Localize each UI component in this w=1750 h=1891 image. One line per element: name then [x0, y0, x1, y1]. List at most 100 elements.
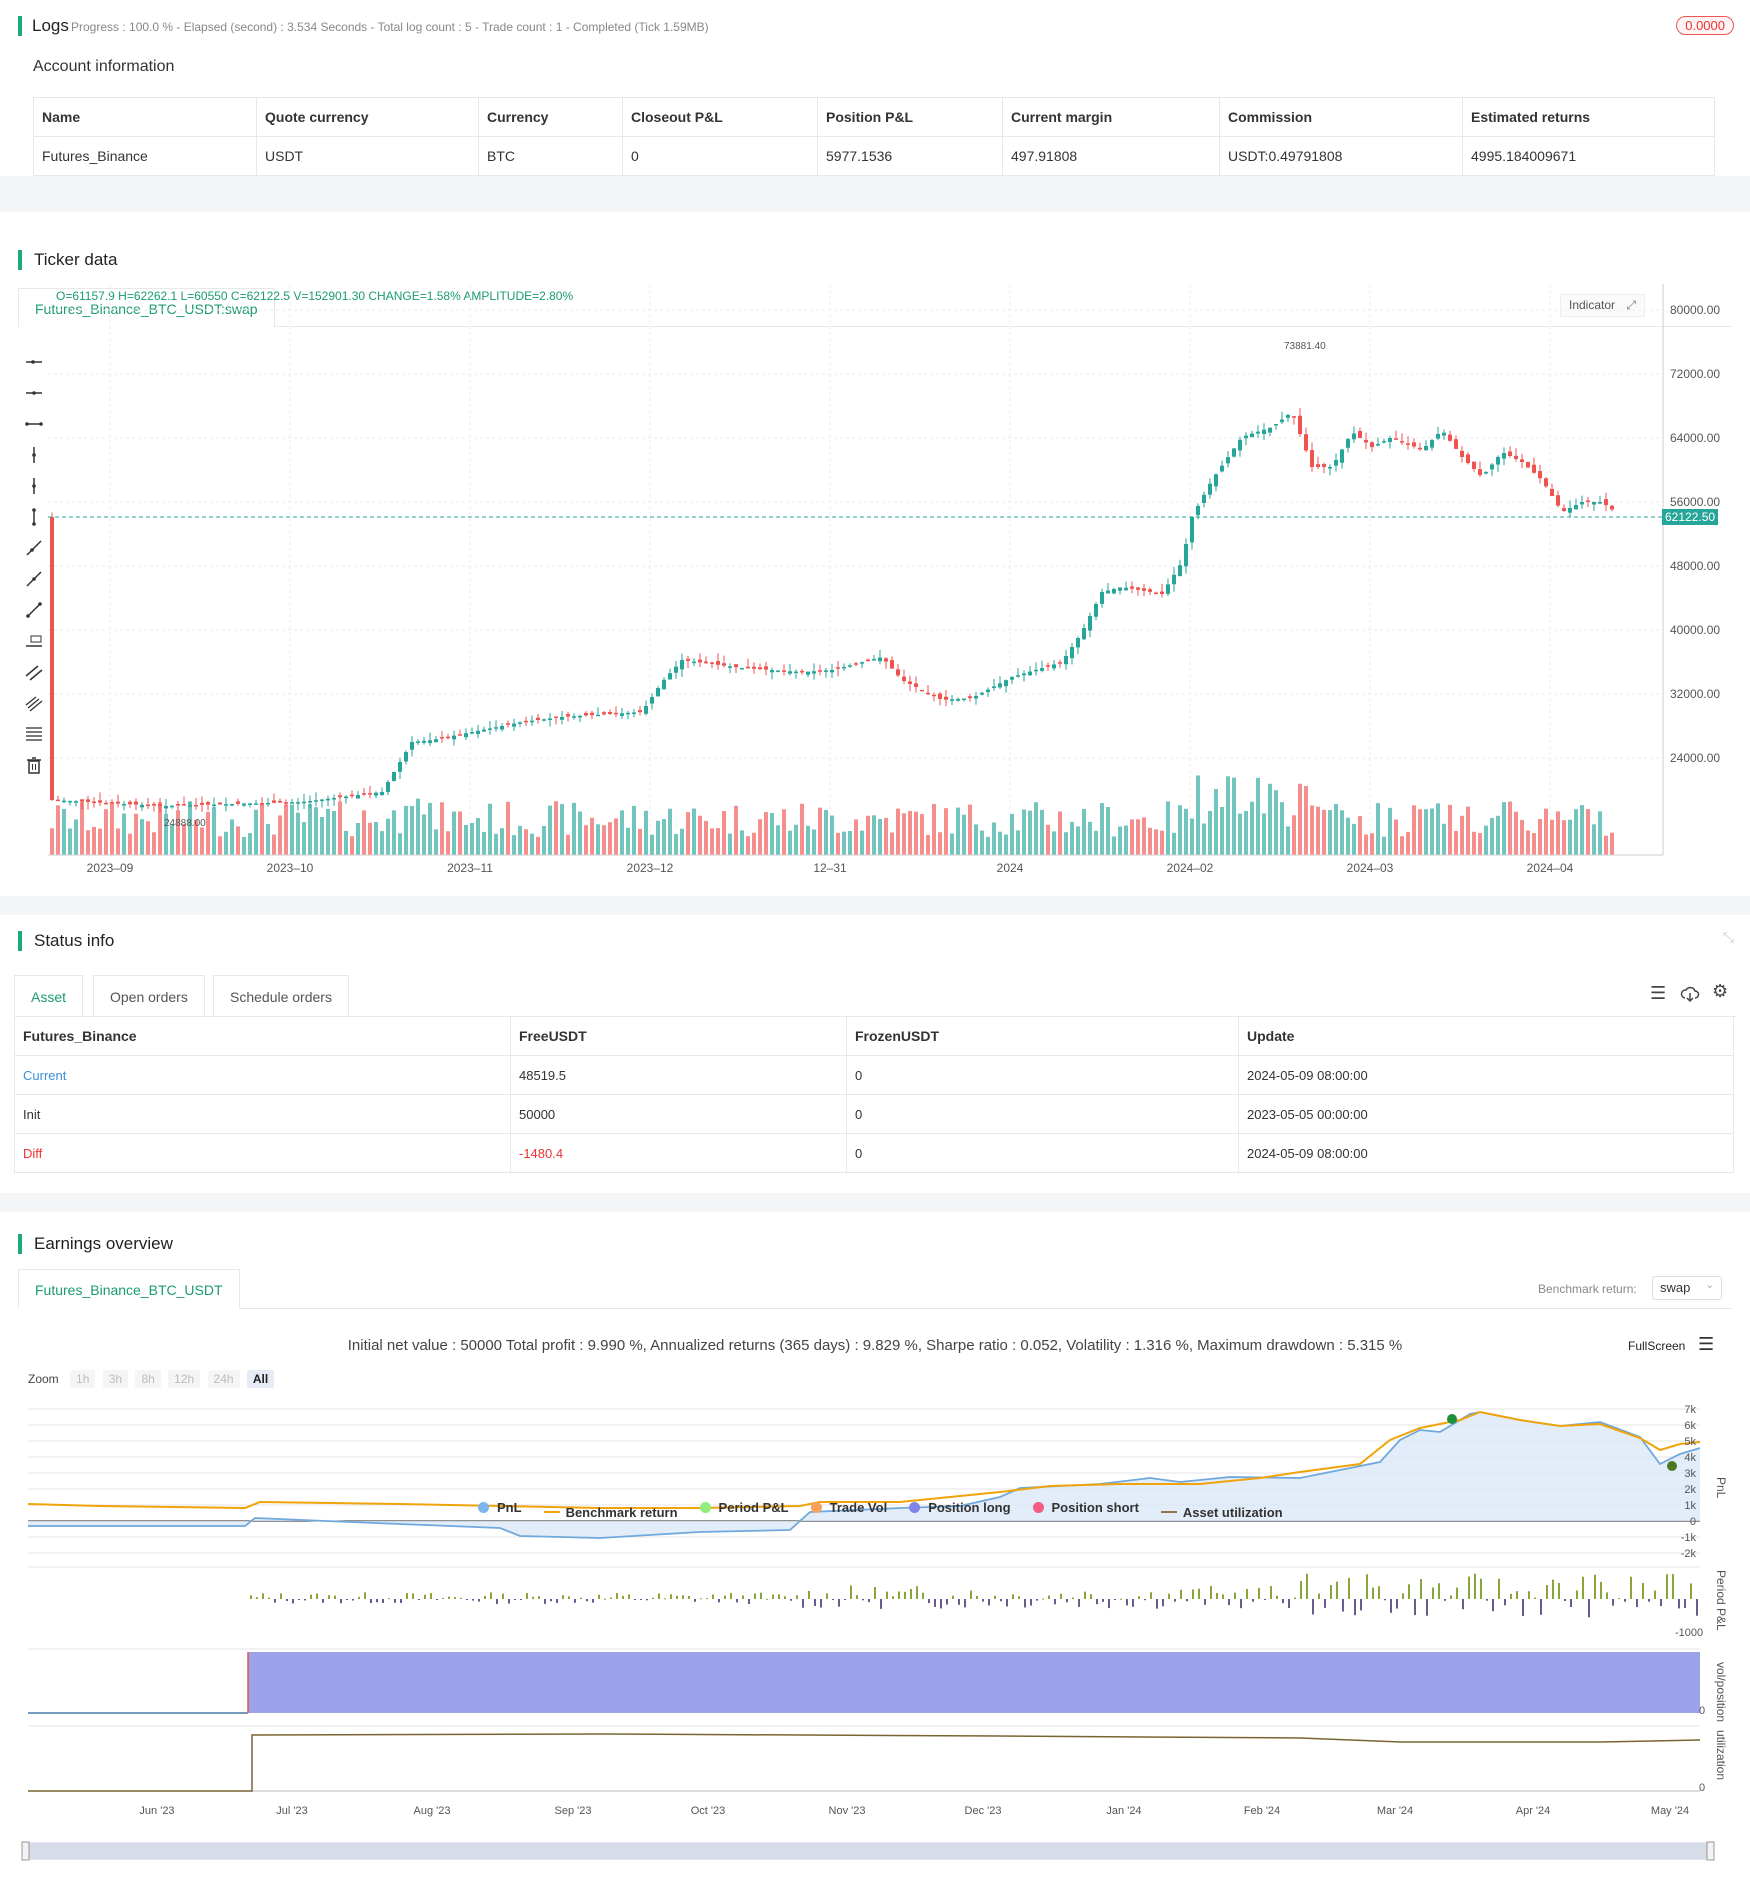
price-label-icon[interactable] [24, 631, 44, 651]
fibonacci-retracement-icon[interactable] [24, 724, 44, 744]
volume-bar [1436, 803, 1440, 855]
volume-bar [554, 801, 558, 855]
zoom-3h-button[interactable]: 3h [102, 1370, 129, 1388]
candle-body [1148, 589, 1152, 592]
account-cell: 5977.1536 [817, 136, 1003, 176]
candle-body [1250, 433, 1254, 438]
trend-line-icon[interactable] [24, 569, 44, 589]
volume-bar [266, 824, 270, 855]
period-pnl-bar [1180, 1589, 1182, 1599]
asset-cell: 50000 [510, 1094, 847, 1134]
candle-body [752, 666, 756, 669]
volume-bar [884, 817, 888, 855]
fibonacci-lines-icon[interactable] [24, 693, 44, 713]
horizontal-line-icon[interactable] [24, 383, 44, 403]
tab-schedule-orders[interactable]: Schedule orders [213, 975, 349, 1017]
zoom-24h-button[interactable]: 24h [207, 1370, 240, 1388]
volume-bar [1202, 823, 1206, 855]
benchmark-select[interactable]: swap ⌄ [1652, 1276, 1722, 1300]
tab-open-orders[interactable]: Open orders [93, 975, 205, 1017]
volume-bar [542, 826, 546, 855]
vertical-segment-icon[interactable] [24, 507, 44, 527]
trend-segment-icon[interactable] [24, 600, 44, 620]
candle-body [878, 657, 882, 662]
period-pnl-bar [892, 1596, 894, 1599]
period-pnl-bar [814, 1599, 816, 1607]
tab-earnings-symbol[interactable]: Futures_Binance_BTC_USDT [18, 1269, 240, 1309]
fullscreen-button[interactable]: FullScreen [1628, 1339, 1686, 1353]
candle-body [1202, 494, 1206, 503]
navigator-window[interactable] [28, 1843, 1708, 1859]
min-marker [1667, 1461, 1677, 1471]
candle-body [1472, 461, 1476, 469]
period-pnl-bar [1216, 1592, 1218, 1599]
earnings-chart[interactable]: 7k 6k 5k 4k 3k 2k 1k 0 -1k -2k Jun '23 Jul '23 Aug '… [0, 1212, 1750, 1891]
candle-body [1388, 438, 1392, 443]
legend-item[interactable]: Position long [909, 1500, 1011, 1515]
period-pnl-bar [1582, 1576, 1584, 1599]
volume-bar [590, 817, 594, 855]
period-pnl-bar [1372, 1587, 1374, 1599]
list-view-icon[interactable]: ☰ [1650, 983, 1667, 1003]
x-tick-label: Jun '23 [139, 1805, 174, 1817]
candlestick-chart[interactable]: 80000.00 72000.00 64000.00 56000.00 48000.00… [0, 212, 1750, 896]
period-pnl-bar [904, 1591, 906, 1599]
volume-bar [152, 832, 156, 855]
tab-ticker-symbol[interactable]: Futures_Binance_BTC_USDT:swap [18, 288, 275, 327]
asset-table: Futures_Binance FreeUSDT FrozenUSDT Upda… [14, 1016, 1734, 1173]
volume-bar [224, 831, 228, 855]
period-pnl-bar [832, 1599, 834, 1600]
legend-item[interactable]: PnL [478, 1500, 522, 1515]
x-tick-label: Mar '24 [1377, 1805, 1413, 1817]
trash-icon[interactable] [24, 755, 44, 775]
volume-bar [644, 810, 648, 855]
collapse-icon[interactable]: ⤡ [1722, 929, 1734, 945]
volume-bar [986, 836, 990, 855]
candle-body [1142, 588, 1146, 591]
candle-body [1562, 508, 1566, 511]
zoom-1h-button[interactable]: 1h [70, 1370, 96, 1388]
indicator-button[interactable]: Indicator ⤢ [1560, 294, 1645, 317]
trend-ray-icon[interactable] [24, 538, 44, 558]
period-pnl-bar [1606, 1592, 1608, 1599]
vertical-line-icon[interactable] [24, 476, 44, 496]
legend-item[interactable]: Period P&L [699, 1500, 789, 1515]
candle-body [230, 804, 234, 806]
cloud-download-icon[interactable] [1680, 985, 1700, 1003]
legend-item[interactable]: Asset utilization [1160, 1505, 1283, 1520]
parallel-channel-icon[interactable] [24, 662, 44, 682]
legend-item[interactable]: Trade Vol [810, 1500, 887, 1515]
zoom-all-button[interactable]: All [246, 1370, 275, 1388]
candle-body [194, 804, 198, 807]
period-pnl-bar [382, 1599, 384, 1603]
legend-item[interactable]: Position short [1032, 1500, 1139, 1515]
volume-bar [1214, 789, 1218, 855]
candle-body [1376, 444, 1380, 446]
navigator-right-handle[interactable] [1706, 1841, 1715, 1861]
asset-row-label-current[interactable]: Current [14, 1055, 511, 1095]
period-pnl-bar [1594, 1574, 1596, 1599]
volume-bar [416, 798, 420, 855]
volume-bar [1184, 808, 1188, 855]
tab-asset[interactable]: Asset [14, 975, 84, 1017]
zoom-8h-button[interactable]: 8h [135, 1370, 161, 1388]
account-header: Current margin [1002, 97, 1220, 137]
volume-bar [380, 831, 384, 855]
logs-panel: Logs Progress : 100.0 % - Elapsed (secon… [0, 0, 1750, 176]
legend-item[interactable]: Benchmark return [543, 1505, 678, 1520]
period-pnl-bar [898, 1591, 900, 1599]
zoom-12h-button[interactable]: 12h [168, 1370, 201, 1388]
vertical-ray-icon[interactable] [24, 445, 44, 465]
period-pnl-bar [544, 1599, 546, 1604]
period-pnl-bar [784, 1596, 786, 1599]
period-pnl-bar [1150, 1592, 1152, 1599]
period-pnl-bar [394, 1599, 396, 1603]
horizontal-segment-icon[interactable] [24, 414, 44, 434]
settings-gear-icon[interactable]: ⚙ [1712, 981, 1729, 1001]
period-pnl-bar [976, 1595, 978, 1599]
period-pnl-bar [1264, 1599, 1266, 1600]
chart-menu-icon[interactable]: ☰ [1698, 1334, 1715, 1354]
navigator-left-handle[interactable] [21, 1841, 30, 1861]
horizontal-ray-icon[interactable] [24, 352, 44, 372]
period-pnl-bar [568, 1596, 570, 1599]
